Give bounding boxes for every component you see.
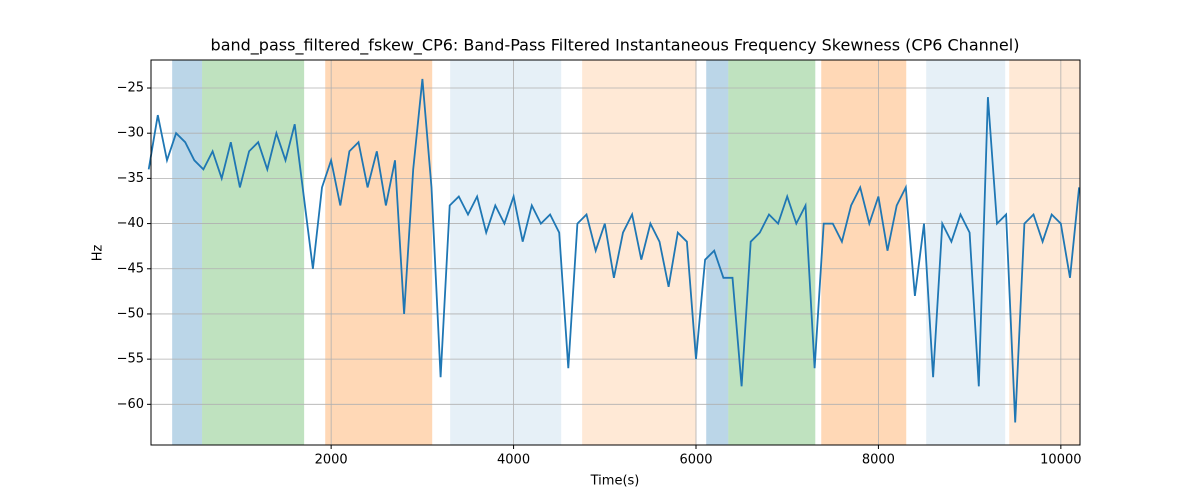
x-tick-label: 10000 xyxy=(1040,453,1081,468)
highlight-span xyxy=(1009,60,1080,445)
y-tick-label: −25 xyxy=(117,81,144,96)
y-tick-label: −30 xyxy=(117,126,144,141)
y-tick-label: −45 xyxy=(117,261,144,276)
highlight-span xyxy=(450,60,562,445)
highlight-span xyxy=(325,60,433,445)
y-tick-label: −55 xyxy=(117,352,144,367)
x-tick-label: 8000 xyxy=(862,453,895,468)
x-axis-label: Time(s) xyxy=(590,474,640,489)
highlight-span xyxy=(926,60,1006,445)
y-axis-label: Hz xyxy=(91,245,106,262)
highlight-span xyxy=(728,60,816,445)
chart-title: band_pass_filtered_fskew_CP6: Band-Pass … xyxy=(211,36,1020,56)
plot-frame xyxy=(150,59,1081,446)
x-tick-label: 2000 xyxy=(315,453,348,468)
highlight-span xyxy=(706,60,729,445)
data-line xyxy=(147,78,1080,423)
y-tick-label: −50 xyxy=(117,306,144,321)
y-tick-label: −60 xyxy=(117,397,144,412)
y-tick-label: −35 xyxy=(117,171,144,186)
highlight-span xyxy=(172,60,203,445)
x-tick-label: 6000 xyxy=(679,453,712,468)
highlight-span xyxy=(202,60,305,445)
y-tick-label: −40 xyxy=(117,216,144,231)
highlight-span xyxy=(821,60,907,445)
x-tick-label: 4000 xyxy=(497,453,530,468)
